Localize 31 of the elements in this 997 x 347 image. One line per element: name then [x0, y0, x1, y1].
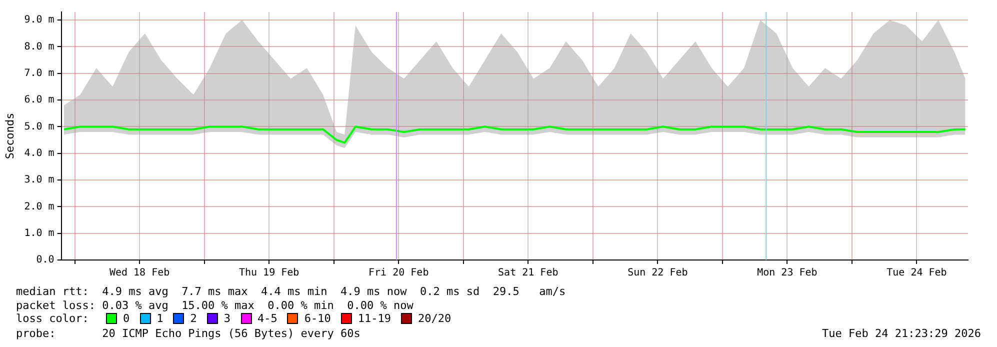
x-tick-label: Wed 18 Feb	[109, 268, 170, 279]
legend-label: 4-5	[258, 312, 278, 325]
text: median rtt: 4.9 ms avg 7.7 ms max 4.4 ms min 4.9 ms now 0.2 ms sd 29.5 am/s	[16, 285, 566, 299]
legend-label: 20/20	[418, 312, 452, 325]
text: Tue Feb 24 21:23:29 2026	[822, 327, 981, 341]
legend-label: 6-10	[304, 312, 331, 325]
text: probe: 20 ICMP Echo Pings (56 Bytes) every 60s	[16, 327, 360, 341]
y-tick-label: 3.0 m	[24, 174, 54, 186]
x-tick-label: Tue 24 Feb	[886, 268, 947, 279]
legend-label: 0	[123, 312, 130, 325]
x-tick-label: Fri 20 Feb	[368, 268, 429, 279]
y-tick-label: 1.0 m	[24, 228, 54, 239]
y-tick-label: 8.0 m	[24, 41, 54, 52]
legend-label: 3	[224, 312, 230, 325]
x-tick-label: Sat 21 Feb	[498, 268, 558, 279]
text: packet loss: 0.03 % avg 15.00 % max 0.00 % min 0.00 % now	[16, 299, 414, 313]
y-tick-label: 9.0 m	[24, 14, 54, 26]
x-tick-label: Thu 19 Feb	[238, 268, 300, 279]
y-tick-label: 7.0 m	[24, 68, 54, 79]
legend-label: 1	[156, 312, 164, 325]
legend-label: 11-19	[358, 312, 391, 325]
y-tick-label: 6.0 m	[24, 94, 54, 106]
legend-label: 2	[190, 312, 197, 325]
y-tick-label: 4.0 m	[24, 148, 54, 159]
y-tick-label: 2.0 m	[24, 201, 54, 212]
y-axis-title: Seconds	[3, 112, 16, 160]
x-tick-label: Sun 22 Feb	[628, 268, 688, 279]
y-tick-label: 0.0	[36, 254, 54, 266]
y-tick-label: 5.0 m	[24, 121, 54, 132]
x-tick-label: Mon 23 Feb	[757, 268, 818, 279]
legend-title: loss color:	[16, 312, 90, 325]
